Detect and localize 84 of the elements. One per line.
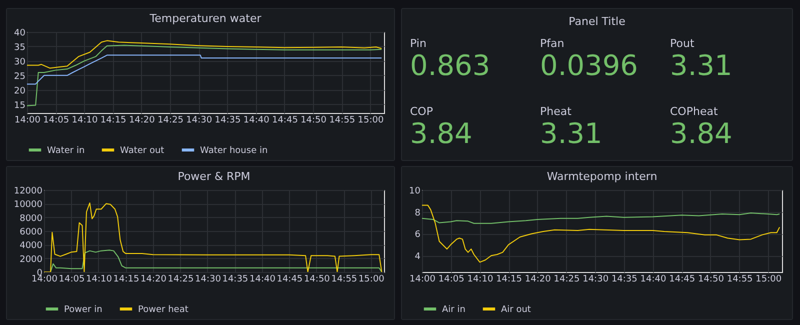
- x-tick-label: 14:00: [14, 116, 41, 126]
- x-tick-label: 14:10: [467, 274, 494, 284]
- x-tick-label: 14:40: [640, 274, 667, 284]
- x-tick-label: 14:25: [168, 274, 194, 284]
- x-tick-label: 14:45: [276, 274, 303, 284]
- y-tick-label: 40: [14, 28, 26, 38]
- x-tick-label: 14:30: [582, 274, 609, 284]
- x-tick-label: 14:55: [331, 274, 358, 284]
- legend-label: Water out: [120, 146, 165, 156]
- y-tick-label: 8: [414, 208, 421, 218]
- chart-title: Warmtepomp intern: [546, 170, 658, 183]
- x-tick-label: 14:15: [496, 274, 522, 284]
- y-tick-label: 8000: [20, 214, 43, 224]
- y-tick-label: 6: [414, 230, 421, 240]
- x-tick-label: 14:20: [524, 274, 552, 284]
- text: 3.84: [410, 117, 474, 150]
- legend-label: Air in: [442, 305, 466, 315]
- text: COPheat: [670, 105, 719, 118]
- line-series: [27, 44, 382, 106]
- x-tick-label: 14:55: [726, 274, 753, 284]
- y-tick-label: 12000: [14, 186, 43, 196]
- y-tick-label: 35: [14, 42, 26, 53]
- legend-label: Water house in: [200, 146, 268, 156]
- y-tick-label: 25: [14, 72, 26, 82]
- x-tick-label: 14:35: [222, 274, 248, 284]
- x-tick-label: 14:15: [113, 274, 140, 284]
- x-tick-label: 14:05: [58, 274, 85, 284]
- y-tick-label: 6000: [20, 228, 43, 238]
- x-tick-label: 14:50: [698, 274, 724, 284]
- text: Pfan: [540, 37, 566, 50]
- x-tick-label: 14:30: [194, 274, 222, 284]
- text: 0.0396: [540, 49, 639, 82]
- legend-label: Water in: [47, 146, 85, 156]
- text: 3.84: [670, 117, 734, 150]
- chart-title: Temperaturen water: [148, 12, 262, 25]
- y-tick-label: 10: [409, 186, 421, 196]
- line-series: [422, 212, 780, 224]
- line-series: [44, 202, 382, 272]
- y-tick-label: 20: [14, 86, 26, 96]
- line-series: [27, 54, 382, 85]
- text: Pin: [410, 37, 428, 50]
- x-tick-label: 14:05: [438, 274, 464, 284]
- legend-label: Air out: [501, 305, 532, 315]
- y-tick-label: 15: [14, 100, 26, 111]
- legend-label: Power heat: [138, 305, 189, 315]
- x-tick-label: 14:25: [554, 274, 580, 284]
- x-tick-label: 14:40: [249, 274, 276, 284]
- y-tick-label: 4: [414, 252, 421, 262]
- x-tick-label: 14:45: [669, 274, 696, 284]
- x-tick-label: 14:00: [410, 274, 436, 284]
- x-tick-label: 14:35: [214, 116, 241, 126]
- x-tick-label: 14:40: [243, 116, 270, 126]
- text: Pout: [670, 37, 696, 50]
- x-tick-label: 15:00: [358, 274, 385, 284]
- x-tick-label: 14:50: [304, 274, 330, 284]
- x-tick-label: 15:00: [756, 274, 782, 284]
- y-tick-label: 30: [14, 57, 26, 68]
- x-tick-label: 14:10: [72, 116, 98, 126]
- text: COP: [410, 105, 434, 118]
- chart-title: Power & RPM: [178, 170, 250, 183]
- y-tick-label: 2000: [20, 254, 43, 265]
- line-series: [27, 40, 382, 69]
- x-tick-label: 14:00: [32, 274, 58, 284]
- x-tick-label: 14:45: [272, 116, 298, 126]
- x-tick-label: 14:25: [158, 116, 184, 126]
- text: Panel Title: [568, 15, 626, 28]
- x-tick-label: 14:15: [100, 116, 126, 126]
- x-tick-label: 14:10: [86, 274, 112, 284]
- x-tick-label: 14:35: [611, 274, 638, 284]
- x-tick-label: 15:00: [358, 116, 384, 126]
- legend-label: Power in: [64, 305, 102, 315]
- x-tick-label: 14:05: [43, 116, 70, 126]
- text: 3.31: [670, 49, 734, 82]
- text: 3.31: [540, 117, 604, 150]
- text: 0.863: [410, 49, 492, 82]
- x-tick-label: 14:55: [329, 116, 356, 126]
- y-tick-label: 10000: [14, 200, 43, 210]
- text: Pheat: [540, 105, 572, 118]
- x-tick-label: 14:20: [128, 116, 156, 126]
- x-tick-label: 14:20: [140, 274, 167, 284]
- line-series: [422, 204, 780, 263]
- x-tick-label: 14:30: [186, 116, 212, 126]
- y-tick-label: 4000: [20, 241, 43, 252]
- x-tick-label: 14:50: [300, 116, 327, 126]
